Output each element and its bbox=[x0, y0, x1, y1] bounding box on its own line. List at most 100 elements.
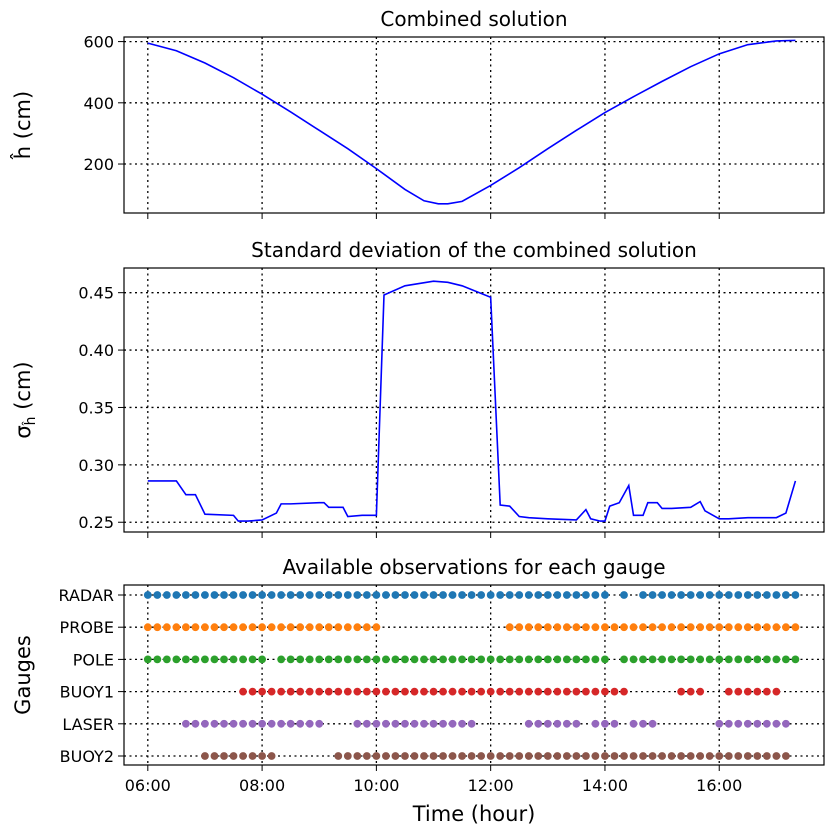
observation-point bbox=[505, 655, 514, 664]
observation-point bbox=[724, 719, 733, 728]
observation-point bbox=[534, 655, 543, 664]
gauge-label: RADAR bbox=[58, 586, 114, 605]
observation-point bbox=[372, 719, 381, 728]
observation-point bbox=[762, 623, 771, 632]
observation-point bbox=[524, 687, 533, 696]
observation-point bbox=[639, 623, 647, 632]
observation-point bbox=[734, 591, 743, 599]
observation-point bbox=[648, 719, 657, 728]
observation-point bbox=[210, 719, 219, 728]
observation-point bbox=[686, 687, 695, 696]
observation-point bbox=[429, 687, 438, 696]
observation-point bbox=[658, 623, 666, 632]
observation-point bbox=[696, 752, 705, 760]
observation-point bbox=[448, 752, 457, 760]
observation-point bbox=[343, 591, 352, 599]
observation-point bbox=[172, 591, 181, 599]
observation-point bbox=[743, 591, 752, 599]
observation-point bbox=[201, 655, 209, 664]
observation-point bbox=[505, 623, 514, 632]
observation-point bbox=[467, 687, 476, 696]
observation-point bbox=[401, 655, 409, 664]
observation-point bbox=[724, 623, 733, 632]
observation-point bbox=[724, 687, 733, 696]
observation-point bbox=[620, 623, 628, 632]
observation-point bbox=[515, 687, 524, 696]
observation-point bbox=[762, 655, 771, 664]
observation-point bbox=[277, 623, 286, 632]
observation-point bbox=[401, 591, 409, 599]
observation-point bbox=[639, 655, 647, 664]
observation-point bbox=[248, 655, 257, 664]
observation-point bbox=[629, 752, 638, 760]
y-tick-label: 0.30 bbox=[78, 456, 114, 475]
observation-point bbox=[315, 623, 324, 632]
observation-point bbox=[324, 655, 333, 664]
observation-point bbox=[515, 752, 524, 760]
observation-point bbox=[553, 752, 562, 760]
observation-point bbox=[524, 752, 533, 760]
observation-point bbox=[305, 655, 314, 664]
observation-point bbox=[391, 591, 400, 599]
observation-point bbox=[315, 687, 324, 696]
observation-point bbox=[705, 623, 714, 632]
observation-point bbox=[734, 687, 743, 696]
observation-point bbox=[448, 655, 457, 664]
observation-point bbox=[572, 752, 581, 760]
observation-point bbox=[467, 591, 476, 599]
observation-point bbox=[239, 655, 247, 664]
observation-point bbox=[486, 752, 495, 760]
series-line bbox=[147, 280, 797, 522]
observation-point bbox=[439, 687, 447, 696]
y-axis-label: Gauges bbox=[11, 635, 35, 715]
observation-point bbox=[562, 623, 571, 632]
observation-point bbox=[153, 591, 162, 599]
observation-point bbox=[724, 752, 733, 760]
observation-point bbox=[601, 687, 609, 696]
observation-point bbox=[610, 623, 619, 632]
observation-point bbox=[458, 687, 466, 696]
observation-point bbox=[182, 591, 190, 599]
observation-point bbox=[382, 719, 390, 728]
observation-point bbox=[591, 687, 600, 696]
observation-point bbox=[458, 655, 466, 664]
observation-point bbox=[515, 591, 524, 599]
observation-point bbox=[448, 591, 457, 599]
observation-point bbox=[277, 591, 286, 599]
observation-point bbox=[210, 655, 219, 664]
observation-point bbox=[429, 591, 438, 599]
observation-point bbox=[601, 752, 609, 760]
observation-point bbox=[229, 623, 238, 632]
observation-point bbox=[743, 752, 752, 760]
observation-point bbox=[305, 687, 314, 696]
observation-point bbox=[391, 687, 400, 696]
observation-point bbox=[543, 719, 552, 728]
observation-point bbox=[296, 623, 305, 632]
observation-point bbox=[753, 623, 762, 632]
observation-point bbox=[172, 655, 181, 664]
observation-point bbox=[296, 591, 305, 599]
x-tick-label: 14:00 bbox=[582, 776, 628, 795]
observation-point bbox=[686, 655, 695, 664]
observation-point bbox=[658, 591, 666, 599]
observation-point bbox=[143, 591, 152, 599]
observation-point bbox=[258, 591, 266, 599]
observation-point bbox=[239, 623, 247, 632]
observation-point bbox=[220, 591, 228, 599]
observation-point bbox=[648, 655, 657, 664]
panel-title: Standard deviation of the combined solut… bbox=[251, 238, 697, 262]
y-tick-label: 400 bbox=[83, 94, 114, 113]
observation-point bbox=[667, 591, 676, 599]
observation-point bbox=[658, 655, 666, 664]
observation-point bbox=[639, 752, 647, 760]
observation-point bbox=[591, 591, 600, 599]
y-tick-label: 200 bbox=[83, 155, 114, 174]
observation-point bbox=[582, 655, 590, 664]
observation-point bbox=[229, 655, 238, 664]
observation-point bbox=[696, 687, 705, 696]
observation-point bbox=[143, 655, 152, 664]
observation-point bbox=[648, 623, 657, 632]
observation-point bbox=[791, 591, 800, 599]
observation-point bbox=[420, 719, 428, 728]
observation-point bbox=[362, 687, 371, 696]
